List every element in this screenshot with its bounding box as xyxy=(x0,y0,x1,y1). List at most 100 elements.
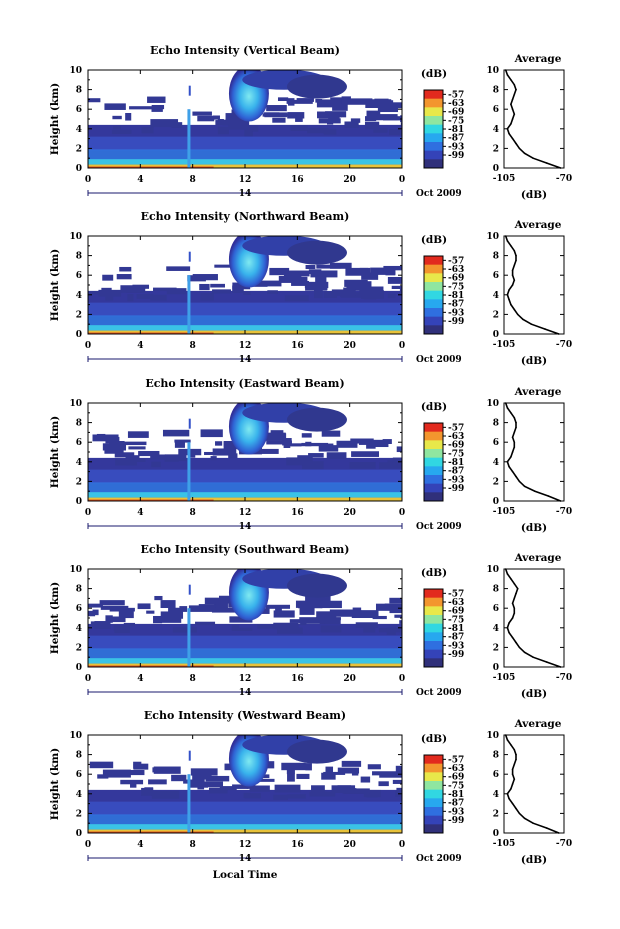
echo-patch xyxy=(389,597,402,604)
y-tick-label: 2 xyxy=(76,643,82,653)
profile-point xyxy=(510,245,512,247)
echo-patch xyxy=(396,446,402,453)
echo-patch xyxy=(345,267,369,276)
echo-patch xyxy=(394,614,402,618)
colorbar-tick-label: -81 xyxy=(448,291,464,301)
colorbar-tick-label: -75 xyxy=(448,449,464,459)
colorbar-segment xyxy=(424,658,443,668)
echo-patch xyxy=(308,269,322,274)
echo-patch xyxy=(400,122,402,126)
echo-patch xyxy=(215,441,223,446)
colorbar-segment xyxy=(424,124,443,134)
profile-point xyxy=(506,573,509,575)
heatmap-field xyxy=(88,735,402,833)
echo-patch xyxy=(363,627,376,633)
colorbar-label: (dB) xyxy=(421,567,447,579)
echo-patch xyxy=(309,791,336,797)
colorbar-tick-label: -69 xyxy=(448,773,464,783)
profile-point xyxy=(506,739,509,741)
echo-patch xyxy=(265,604,291,609)
echo-patch xyxy=(109,607,135,612)
echo-patch xyxy=(375,603,397,611)
profile-point xyxy=(530,323,533,326)
echo-patch xyxy=(321,430,341,437)
x-tick-label: 20 xyxy=(343,175,356,185)
echo-patch xyxy=(319,617,341,625)
echo-patch xyxy=(133,761,142,769)
echo-patch xyxy=(377,106,399,113)
x-tick-label: 0 xyxy=(399,175,405,185)
echo-patch xyxy=(247,125,259,132)
profile-y-tick-label: 8 xyxy=(493,419,499,429)
colorbar-tick-label: -69 xyxy=(448,274,464,284)
profile-point xyxy=(523,817,526,820)
date-label: Oct 2009 xyxy=(416,688,462,698)
colorbar-segment xyxy=(424,789,443,799)
echo-patch xyxy=(399,288,402,294)
echo-patch xyxy=(127,431,149,438)
profile-point xyxy=(544,328,546,330)
profile-point xyxy=(559,167,562,169)
echo-patch xyxy=(105,436,120,444)
x-tick-label: 8 xyxy=(190,674,196,684)
profile-y-tick-label: 6 xyxy=(493,271,499,281)
echo-patch xyxy=(160,611,184,619)
colorbar-segment xyxy=(424,807,443,817)
echo-patch xyxy=(151,461,161,468)
profile-y-tick-label: 10 xyxy=(486,731,499,741)
profile-point xyxy=(534,490,536,493)
profile-y-tick-label: 4 xyxy=(493,790,499,800)
profile-point xyxy=(513,612,516,614)
x-tick-label: 20 xyxy=(343,674,356,684)
echo-patch xyxy=(285,443,302,447)
echo-patch xyxy=(266,761,275,769)
echo-patch xyxy=(291,280,310,286)
echo-patch xyxy=(323,771,346,775)
echo-patch xyxy=(205,775,230,782)
echo-patch xyxy=(344,121,359,129)
echo-patch xyxy=(102,443,127,451)
x-tick-label: 0 xyxy=(85,341,91,351)
profile-x-label: (dB) xyxy=(521,355,547,367)
echo-patch xyxy=(284,295,309,302)
profile-x-label: (dB) xyxy=(521,189,547,201)
colorbar-tick-label: -87 xyxy=(448,300,464,310)
x-tick-label: 12 xyxy=(239,175,252,185)
colorbar-segment xyxy=(424,440,443,450)
profile-point xyxy=(518,812,521,815)
x-tick-label: 4 xyxy=(137,175,143,185)
echo-band xyxy=(88,302,402,317)
echo-patch xyxy=(278,275,302,283)
echo-patch xyxy=(287,794,306,799)
profile-point xyxy=(506,793,509,795)
profile-frame xyxy=(503,402,565,502)
echo-spike xyxy=(188,418,191,429)
echo-patch xyxy=(199,781,224,788)
echo-patch xyxy=(395,765,402,774)
echo-patch xyxy=(208,787,228,794)
echo-patch xyxy=(130,783,137,788)
profile-point xyxy=(510,412,512,414)
heatmap-field xyxy=(88,569,402,667)
y-tick-label: 10 xyxy=(69,66,82,76)
echo-patch xyxy=(130,458,146,462)
profile-point xyxy=(511,802,514,805)
echo-patch xyxy=(212,289,232,294)
echo-patch xyxy=(174,439,185,448)
profile-point xyxy=(504,235,507,237)
colorbar-segment xyxy=(424,623,443,633)
echo-patch xyxy=(305,763,312,771)
profile-y-tick-label: 4 xyxy=(493,458,499,468)
profile-y-tick-label: 10 xyxy=(486,399,499,409)
panel-3: Echo Intensity (Eastward Beam) 0 2 4 6 8 10 0 4 8… xyxy=(49,377,572,534)
echo-patch xyxy=(99,600,125,606)
echo-patch xyxy=(124,780,133,784)
profile-y-tick-label: 2 xyxy=(493,643,499,653)
echo-patch xyxy=(150,294,167,301)
echo-patch xyxy=(192,274,218,281)
profile-frame xyxy=(503,69,565,169)
echo-patch xyxy=(302,461,324,470)
profile-point xyxy=(547,495,550,497)
echo-patch xyxy=(179,606,188,612)
profile-x-tick-label: -70 xyxy=(556,673,572,683)
